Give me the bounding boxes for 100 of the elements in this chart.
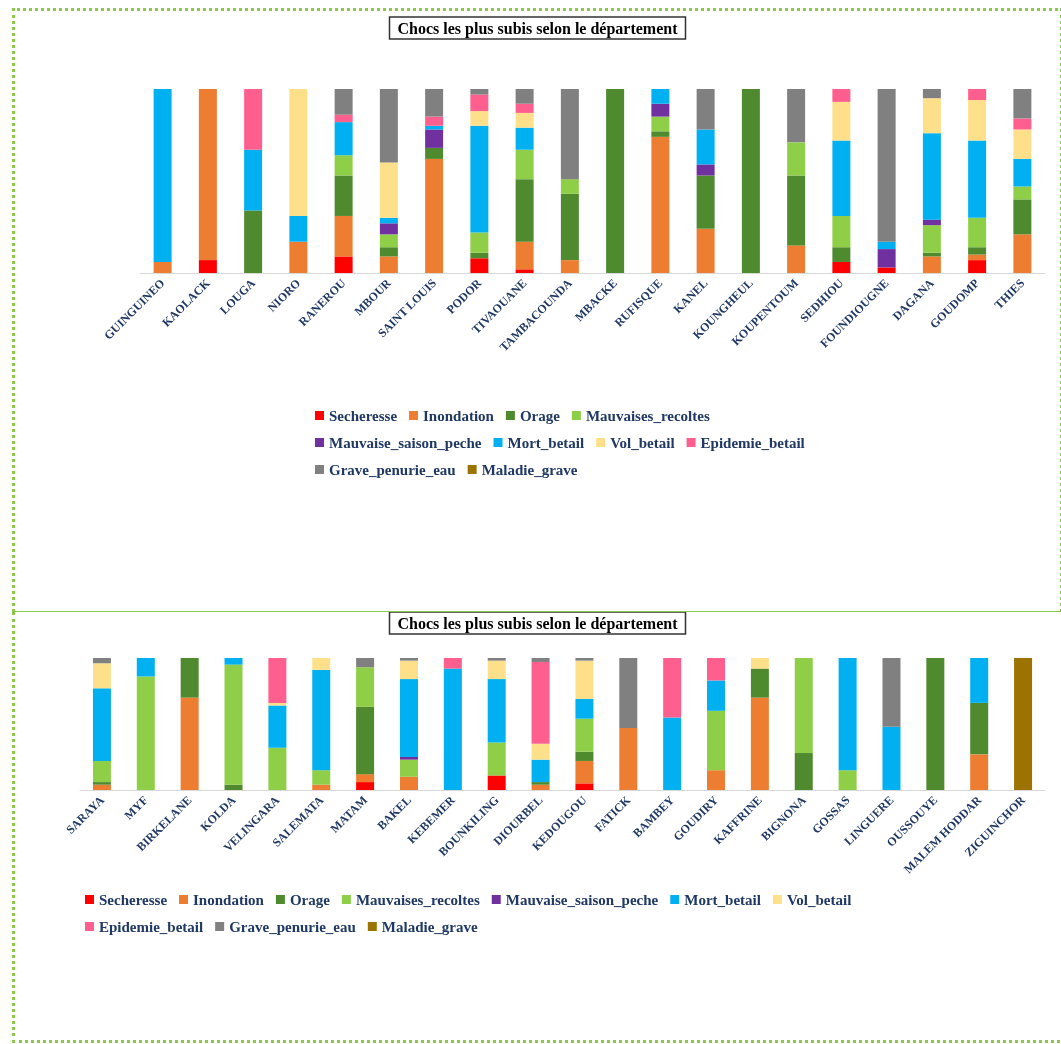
legend-label: Epidemie_betail: [99, 918, 204, 935]
bar: [651, 103, 670, 117]
bar: [787, 245, 806, 273]
bar: [787, 89, 806, 143]
bar: [531, 661, 550, 744]
bar: [92, 658, 111, 664]
bar: [153, 89, 172, 262]
bar: [707, 710, 726, 771]
bar: [515, 89, 534, 104]
legend-label: Grave_penurie_eau: [229, 918, 356, 935]
bar: [334, 114, 353, 123]
bar: [531, 743, 550, 760]
legend-label: Mauvaise_saison_peche: [505, 891, 659, 908]
bar: [92, 760, 111, 783]
bar: [832, 261, 851, 273]
bar: [180, 658, 199, 698]
bar: [575, 660, 594, 699]
bar: [1013, 199, 1032, 235]
legend-label: Maladie_grave: [381, 918, 478, 935]
bar: [1014, 658, 1033, 790]
bar: [794, 658, 813, 754]
bar: [968, 89, 987, 101]
bar: [707, 680, 726, 711]
bar: [575, 751, 594, 761]
bar: [531, 759, 550, 783]
bar: [838, 770, 857, 790]
bar: [877, 241, 896, 250]
legend-label: Mort_betail: [507, 434, 585, 451]
bar: [470, 232, 489, 253]
bar: [92, 663, 111, 689]
bar: [268, 747, 287, 790]
bar: [92, 784, 111, 790]
bar: [750, 697, 769, 790]
chart-title: Chocs les plus subis selon le département: [397, 19, 679, 38]
bar: [877, 89, 896, 242]
bar: [832, 247, 851, 262]
bar: [922, 225, 941, 253]
bar: [696, 175, 715, 229]
bar: [832, 140, 851, 216]
bar: [487, 742, 506, 776]
legend-label: Vol_betail: [786, 891, 852, 908]
bar: [399, 660, 418, 680]
legend-label: Mauvaise_saison_peche: [329, 434, 482, 451]
bar: [922, 133, 941, 220]
bar: [968, 140, 987, 218]
bar: [696, 228, 715, 273]
bar: [882, 658, 901, 727]
bar: [356, 667, 375, 707]
bar: [399, 776, 418, 790]
bar: [707, 658, 726, 681]
bar: [379, 223, 398, 235]
legend-label: Inondation: [423, 407, 495, 424]
bar: [651, 116, 670, 132]
bar: [312, 658, 331, 670]
bar: [425, 116, 444, 126]
bar: [1013, 89, 1032, 119]
bar: [970, 754, 989, 790]
bar: [487, 775, 506, 790]
bar: [356, 658, 375, 668]
bar: [443, 658, 462, 669]
chart-title: Chocs les plus subis selon le département: [397, 614, 679, 633]
bar: [487, 679, 506, 743]
bar: [707, 770, 726, 790]
bar: [922, 89, 941, 99]
bar: [244, 210, 263, 273]
bar: [531, 784, 550, 790]
bar: [470, 258, 489, 273]
bar: [470, 111, 489, 126]
bar: [425, 129, 444, 148]
bar: [696, 129, 715, 165]
bar: [787, 142, 806, 176]
bar: [379, 247, 398, 257]
bar: [224, 784, 243, 790]
bar: [334, 256, 353, 273]
bar: [922, 219, 941, 226]
bar: [487, 658, 506, 661]
bar: [750, 658, 769, 669]
bar: [787, 175, 806, 246]
bar: [334, 155, 353, 176]
bar: [470, 89, 489, 95]
bar: [379, 256, 398, 273]
bar: [470, 252, 489, 259]
bar: [268, 702, 287, 706]
bar: [1013, 129, 1032, 159]
bar: [136, 676, 155, 790]
bar: [575, 698, 594, 719]
bar: [531, 782, 550, 785]
bar: [334, 215, 353, 257]
bar: [651, 131, 670, 137]
bar: [877, 267, 896, 273]
bar: [970, 702, 989, 755]
bar: [399, 759, 418, 777]
legend-label: Epidemie_betail: [700, 434, 805, 451]
bar: [970, 658, 989, 703]
bar: [651, 136, 670, 273]
bar: [560, 89, 579, 180]
bar: [606, 89, 625, 273]
bar: [926, 658, 945, 790]
bar: [968, 260, 987, 273]
bar: [575, 658, 594, 661]
